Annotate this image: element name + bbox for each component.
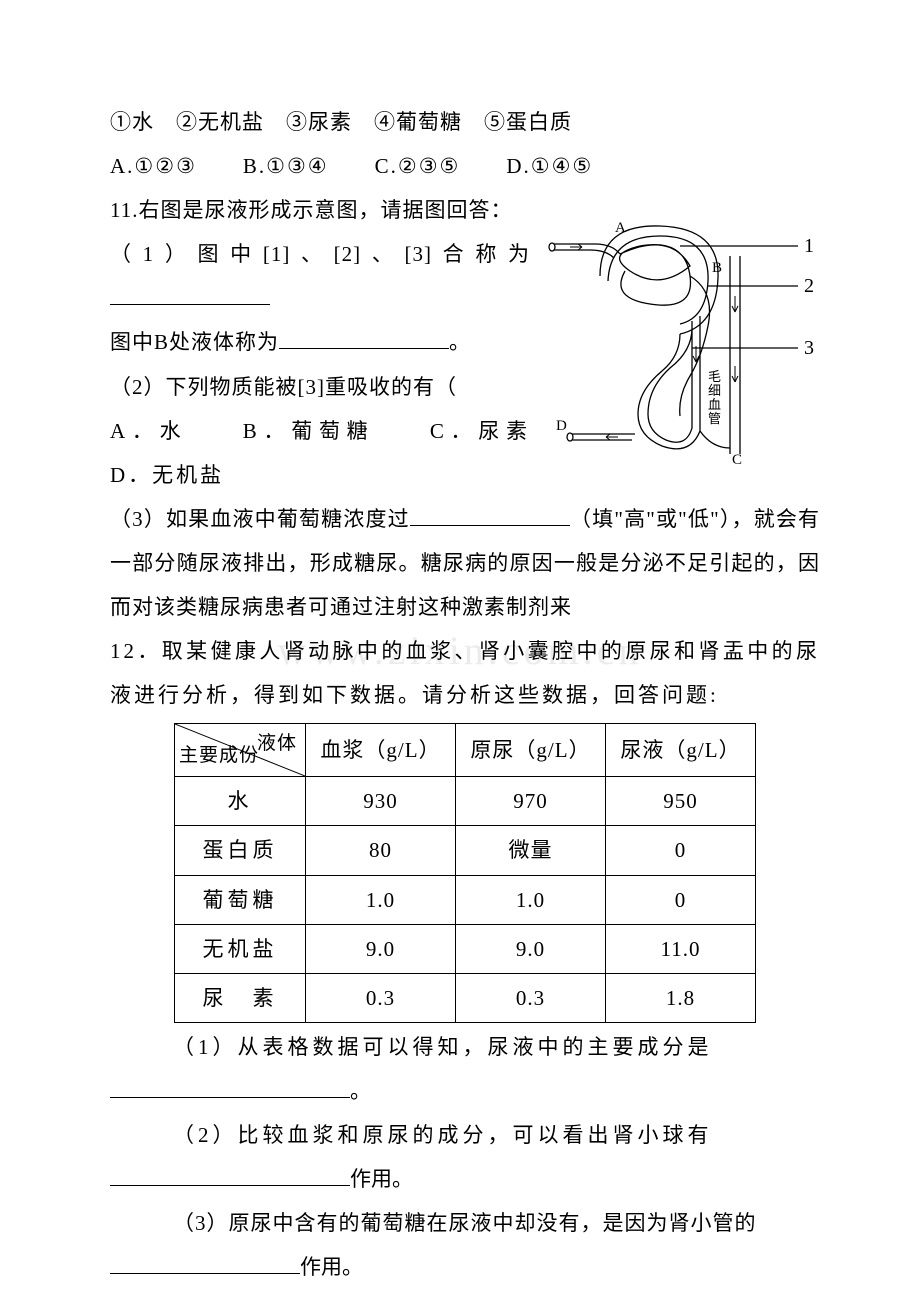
diagram-lead-2: 2 bbox=[804, 275, 815, 297]
q11-part3: （3）如果血液中葡萄糖浓度过（填"高"或"低"），就会有一部分随尿液排出，形成糖… bbox=[110, 497, 820, 629]
q10-choices: A.①②③ B.①③④ C.②③⑤ D.①④⑤ bbox=[110, 144, 820, 188]
cell: 970 bbox=[456, 777, 606, 826]
col-header-2: 原尿（g/L） bbox=[456, 724, 606, 777]
q12-a1-blank: 。 bbox=[110, 1069, 820, 1113]
diagram-cap-2: 细 bbox=[708, 383, 722, 398]
diagram-cap-3: 血 bbox=[708, 397, 722, 412]
cell: 0 bbox=[606, 826, 756, 875]
cell: 蛋白质 bbox=[175, 826, 306, 875]
cell: 微量 bbox=[456, 826, 606, 875]
cell: 11.0 bbox=[606, 924, 756, 973]
diagram-label-d: D bbox=[556, 418, 568, 434]
table-row: 尿 素0.30.31.8 bbox=[175, 973, 756, 1022]
cell: 80 bbox=[306, 826, 456, 875]
blank-3[interactable] bbox=[410, 505, 570, 526]
diagram-lead-3: 3 bbox=[804, 337, 815, 359]
period: 。 bbox=[350, 1079, 371, 1103]
q12-a3: （3）原尿中含有的葡萄糖在尿液中却没有，是因为肾小管的 bbox=[110, 1201, 820, 1245]
col-header-1: 血浆（g/L） bbox=[306, 724, 456, 777]
q11-p1-a: （1）图中[1]、[2]、[3]合称为 bbox=[110, 242, 530, 266]
table-row: 水930970950 bbox=[175, 777, 756, 826]
cell: 0.3 bbox=[306, 973, 456, 1022]
cell: 0.3 bbox=[456, 973, 606, 1022]
cell: 1.0 bbox=[456, 875, 606, 924]
q12-a2-blank: 作用。 bbox=[110, 1157, 820, 1201]
q12-a1: （1）从表格数据可以得知，尿液中的主要成分是 bbox=[110, 1025, 820, 1069]
table-row: 葡萄糖1.01.00 bbox=[175, 875, 756, 924]
cell: 0 bbox=[606, 875, 756, 924]
diag-header-cell: 液体 主要成份 bbox=[175, 724, 305, 776]
q11-p1-end: 。 bbox=[449, 330, 471, 354]
diag-bottom: 主要成份 bbox=[179, 736, 259, 776]
blank-2[interactable] bbox=[279, 328, 449, 349]
tail: 作用。 bbox=[300, 1255, 363, 1279]
cell: 无机盐 bbox=[175, 924, 306, 973]
blank-6[interactable] bbox=[110, 1253, 300, 1274]
diagram-label-a: A bbox=[615, 220, 627, 236]
blank-1[interactable] bbox=[110, 284, 270, 305]
q11-diagram: A B C D 1 2 3 毛 细 血 管 bbox=[540, 196, 820, 466]
tail: 作用。 bbox=[350, 1167, 413, 1191]
table-row: 无机盐9.09.011.0 bbox=[175, 924, 756, 973]
cell: 1.0 bbox=[306, 875, 456, 924]
cell: 950 bbox=[606, 777, 756, 826]
q12-a3-blank: 作用。 bbox=[110, 1245, 820, 1289]
blank-4[interactable] bbox=[110, 1077, 350, 1098]
q12-intro: 12．取某健康人肾动脉中的血浆、肾小囊腔中的原尿和肾盂中的尿液进行分析，得到如下… bbox=[110, 629, 820, 717]
diagram-cap-4: 管 bbox=[708, 411, 722, 426]
cell: 9.0 bbox=[456, 924, 606, 973]
col-header-3: 尿液（g/L） bbox=[606, 724, 756, 777]
diagram-lead-1: 1 bbox=[804, 235, 815, 257]
cell: 葡萄糖 bbox=[175, 875, 306, 924]
diag-top: 液体 bbox=[257, 724, 297, 764]
q12-table: 液体 主要成份 血浆（g/L） 原尿（g/L） 尿液（g/L） 水9309709… bbox=[174, 723, 756, 1022]
blank-5[interactable] bbox=[110, 1165, 350, 1186]
diagram-cap-1: 毛 bbox=[708, 369, 722, 384]
table-header-row: 液体 主要成份 血浆（g/L） 原尿（g/L） 尿液（g/L） bbox=[175, 724, 756, 777]
cell: 930 bbox=[306, 777, 456, 826]
q11-p1-b: 图中B处液体称为 bbox=[110, 330, 279, 354]
cell: 尿 素 bbox=[175, 973, 306, 1022]
cell: 9.0 bbox=[306, 924, 456, 973]
cell: 水 bbox=[175, 777, 306, 826]
diagram-label-b: B bbox=[712, 260, 723, 276]
q11-p3-a: （3）如果血液中葡萄糖浓度过 bbox=[110, 507, 410, 531]
cell: 1.8 bbox=[606, 973, 756, 1022]
q10-options-line: ①水 ②无机盐 ③尿素 ④葡萄糖 ⑤蛋白质 bbox=[110, 100, 820, 144]
table-row: 蛋白质80微量0 bbox=[175, 826, 756, 875]
q12-a2: （2）比较血浆和原尿的成分，可以看出肾小球有 bbox=[110, 1113, 820, 1157]
diagram-label-c: C bbox=[732, 452, 743, 466]
